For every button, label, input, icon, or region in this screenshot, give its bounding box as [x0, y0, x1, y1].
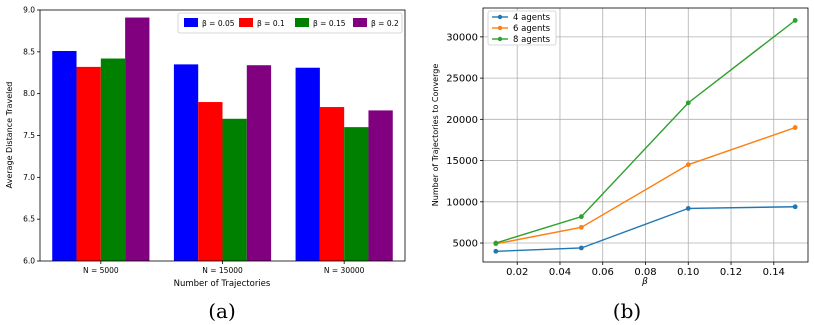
x-tick-label: 0.10 [677, 267, 699, 278]
x-tick-label: N = 15000 [202, 266, 243, 275]
data-point [792, 204, 798, 210]
plot-frame [482, 7, 809, 263]
data-point [792, 125, 798, 130]
legend-marker [497, 25, 503, 31]
legend-label: 8 agents [513, 35, 551, 45]
y-tick-label: 6.0 [23, 257, 35, 266]
bar [368, 110, 393, 262]
y-tick-label: 8.0 [23, 89, 35, 98]
bar [222, 118, 247, 262]
legend-label: 6 agents [513, 24, 551, 34]
bar [295, 67, 320, 261]
x-tick-label: 0.08 [634, 267, 656, 278]
plot-frame [39, 9, 406, 262]
bar [125, 17, 150, 262]
y-tick-label: 7.0 [23, 173, 35, 182]
bar [76, 66, 101, 261]
y-axis-ticks: 6.0 6.5 7.0 7.5 8.0 8.5 9.0 [23, 6, 40, 266]
bar [100, 58, 126, 261]
y-tick-label: 20000 [446, 115, 478, 126]
x-axis-ticks: 0.02 0.04 0.06 0.08 0.10 0.12 0.14 [506, 262, 785, 278]
y-tick-label: 30000 [446, 32, 478, 43]
legend: β = 0.05 β = 0.1 β = 0.15 β = 0.2 [177, 12, 403, 34]
data-point [685, 162, 691, 168]
series-line [495, 206, 796, 252]
data-point [493, 248, 499, 254]
y-tick-label: 25000 [446, 74, 478, 85]
y-tick-label: 10000 [446, 197, 478, 208]
series-line [495, 19, 796, 244]
series-line [495, 126, 796, 245]
legend-label: β = 0.15 [313, 19, 346, 28]
data-point [792, 17, 798, 23]
data-point [685, 205, 691, 211]
bar [246, 65, 272, 261]
y-tick-label: 15000 [446, 156, 478, 167]
bar-chart: 6.06.57.07.58.08.59.0 N = 5000 N = 15000 N… [5, 6, 406, 323]
x-axis-label: Number of Trajectories [174, 279, 271, 289]
x-tick-label: 0.02 [506, 267, 528, 278]
data-point [493, 240, 499, 246]
legend-swatch [353, 18, 367, 27]
y-tick-label: 7.5 [23, 131, 35, 140]
y-tick-label: 6.5 [23, 215, 35, 224]
x-tick-label: N = 5000 [83, 266, 119, 275]
legend-swatch [184, 18, 198, 27]
x-tick-label: 0.04 [549, 267, 571, 278]
bar [344, 127, 369, 261]
y-tick-label: 9.0 [23, 6, 35, 15]
legend-box [487, 10, 557, 46]
data-point [578, 224, 584, 230]
x-tick-label: 0.14 [763, 267, 785, 278]
legend-label: β = 0.05 [202, 19, 235, 28]
legend-swatch [239, 18, 253, 27]
figure-caption: (a) [208, 299, 236, 323]
y-tick-label: 8.5 [23, 47, 35, 56]
bar-group [52, 17, 393, 262]
legend-box [177, 12, 403, 34]
legend-marker [497, 14, 503, 20]
bar [198, 102, 223, 262]
bar [319, 107, 345, 261]
data-point [578, 214, 584, 220]
x-tick-label: N = 30000 [324, 266, 365, 275]
x-axis-ticks: N = 5000 N = 15000 N = 30000 [83, 261, 365, 275]
data-point [685, 100, 691, 106]
figure-caption: (b) [613, 299, 641, 323]
series-lines [493, 17, 798, 254]
legend-swatch [295, 18, 309, 27]
data-point [578, 245, 584, 251]
y-axis-ticks: 5000 10000 15000 20000 25000 30000 [446, 32, 483, 250]
legend-label: 4 agents [513, 13, 551, 23]
legend-marker [497, 36, 503, 42]
y-axis-label: Average Distance Traveled [5, 82, 14, 189]
bar [52, 50, 77, 261]
y-tick-label: 5000 [453, 239, 478, 250]
x-tick-label: 0.06 [592, 267, 614, 278]
bar [173, 64, 199, 261]
x-tick-label: 0.12 [720, 267, 742, 278]
legend-label: β = 0.1 [257, 19, 285, 28]
grid [483, 8, 808, 262]
y-axis-label: Number of Trajectories to Converge [431, 64, 440, 207]
x-axis-label: β [641, 277, 648, 287]
legend-label: β = 0.2 [371, 19, 399, 28]
